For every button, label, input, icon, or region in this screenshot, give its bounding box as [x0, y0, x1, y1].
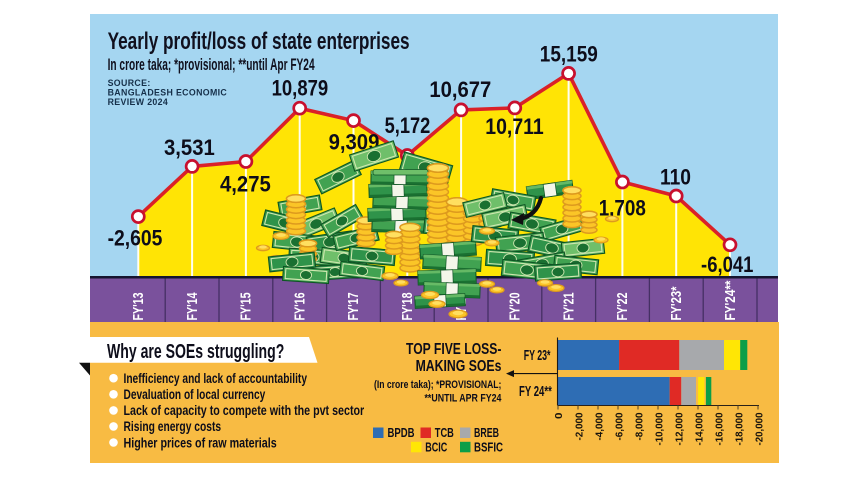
svg-text:Higher prices of raw materials: Higher prices of raw materials	[124, 435, 277, 450]
svg-text:**UNTIL APR FY24: **UNTIL APR FY24	[425, 393, 503, 405]
svg-text:BANGLADESH ECONOMIC: BANGLADESH ECONOMIC	[108, 88, 228, 98]
svg-text:BPDB: BPDB	[388, 426, 415, 440]
svg-text:10,677: 10,677	[429, 77, 491, 102]
svg-text:BCIC: BCIC	[425, 440, 447, 454]
svg-text:In crore taka; *provisional; *: In crore taka; *provisional; **until Apr…	[108, 56, 315, 74]
svg-text:10,879: 10,879	[272, 75, 329, 100]
svg-text:TOP FIVE LOSS-: TOP FIVE LOSS-	[406, 341, 501, 358]
svg-text:Why are SOEs struggling?: Why are SOEs struggling?	[107, 341, 284, 363]
svg-text:5,172: 5,172	[385, 113, 431, 138]
svg-text:-2,000: -2,000	[574, 412, 586, 440]
svg-text:-14,000: -14,000	[694, 412, 706, 445]
svg-text:-2,605: -2,605	[108, 226, 163, 251]
svg-text:FY'24**: FY'24**	[722, 280, 739, 320]
svg-text:FY'21: FY'21	[560, 293, 577, 321]
svg-text:BSFIC: BSFIC	[474, 440, 503, 454]
svg-text:0: 0	[553, 412, 565, 419]
svg-text:Inefficiency and lack of accou: Inefficiency and lack of accountability	[124, 371, 308, 386]
svg-text:Yearly profit/loss of state en: Yearly profit/loss of state enterprises	[108, 28, 410, 55]
svg-text:-4,000: -4,000	[594, 412, 606, 440]
svg-text:(In crore taka); *PROVISIONAL;: (In crore taka); *PROVISIONAL;	[374, 379, 501, 391]
svg-text:Lack of capacity to compete wi: Lack of capacity to compete with the pvt…	[124, 403, 365, 418]
svg-text:Devaluation of local currency: Devaluation of local currency	[124, 387, 266, 402]
svg-text:FY'23*: FY'23*	[668, 286, 685, 320]
svg-text:Rising energy costs: Rising energy costs	[124, 419, 222, 434]
svg-text:FY'16: FY'16	[291, 293, 308, 321]
svg-text:FY'18: FY'18	[399, 293, 416, 321]
svg-text:-16,000: -16,000	[714, 412, 726, 445]
svg-text:TCB: TCB	[435, 426, 454, 440]
svg-text:-6,000: -6,000	[614, 412, 626, 440]
svg-text:SOURCE:: SOURCE:	[108, 78, 151, 88]
svg-text:-8,000: -8,000	[634, 412, 646, 440]
svg-text:FY'17: FY'17	[345, 293, 362, 321]
svg-text:10,711: 10,711	[485, 114, 543, 139]
svg-text:-18,000: -18,000	[734, 412, 746, 445]
svg-text:FY 24**: FY 24**	[519, 383, 552, 400]
svg-text:BREB: BREB	[474, 426, 499, 440]
svg-text:FY 23*: FY 23*	[524, 347, 551, 364]
svg-text:FY'22: FY'22	[614, 293, 631, 321]
svg-text:1,708: 1,708	[599, 196, 646, 221]
svg-text:-6,041: -6,041	[701, 252, 753, 277]
svg-text:FY'20: FY'20	[507, 293, 524, 321]
svg-text:-20,000: -20,000	[754, 412, 766, 445]
svg-text:15,159: 15,159	[540, 41, 598, 66]
svg-text:3,531: 3,531	[164, 135, 215, 160]
svg-text:4,275: 4,275	[220, 172, 271, 197]
svg-text:FY'15: FY'15	[238, 293, 255, 321]
svg-text:-10,000: -10,000	[654, 412, 666, 445]
svg-text:110: 110	[660, 165, 691, 190]
svg-text:-12,000: -12,000	[674, 412, 686, 445]
svg-text:REVIEW 2024: REVIEW 2024	[108, 97, 169, 107]
svg-text:FY'14: FY'14	[184, 292, 201, 320]
svg-text:MAKING SOEs: MAKING SOEs	[416, 358, 502, 375]
svg-text:FY'13: FY'13	[130, 293, 147, 321]
